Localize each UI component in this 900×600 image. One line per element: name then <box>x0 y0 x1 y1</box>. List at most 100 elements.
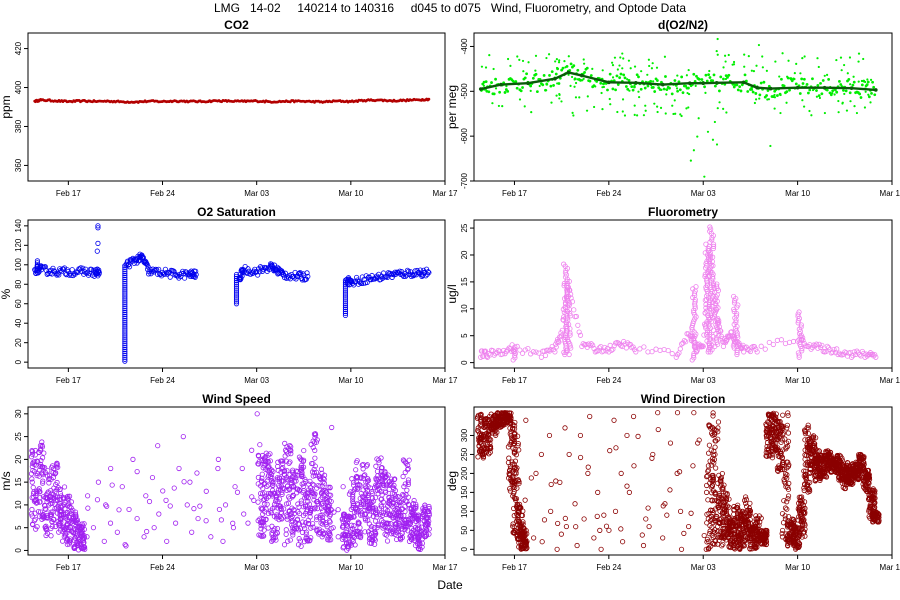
data-point <box>497 104 501 108</box>
data-point <box>54 272 60 278</box>
data-point <box>685 74 688 77</box>
data-point <box>758 93 762 97</box>
data-point <box>305 498 311 505</box>
data-point <box>122 329 128 335</box>
data-point <box>638 95 641 99</box>
data-point <box>732 83 736 86</box>
data-point <box>616 110 619 114</box>
data-point <box>639 87 643 91</box>
data-point <box>522 70 525 73</box>
data-point <box>549 84 553 88</box>
y-tick-label: -600 <box>460 128 469 145</box>
data-point <box>525 72 528 76</box>
data-point <box>790 78 793 81</box>
data-point <box>299 481 305 487</box>
data-point <box>669 351 675 357</box>
data-point <box>481 417 488 423</box>
data-point <box>514 80 518 83</box>
data-point <box>360 466 366 472</box>
data-point <box>76 537 82 543</box>
data-point <box>373 482 379 488</box>
data-point <box>373 475 379 481</box>
data-point <box>299 470 305 476</box>
data-point <box>126 506 132 513</box>
data-point <box>514 511 520 517</box>
data-point <box>475 454 481 460</box>
data-point <box>535 90 539 94</box>
data-point <box>401 273 407 279</box>
x-tick-label: Mar 03 <box>244 189 269 198</box>
data-point <box>569 84 572 87</box>
data-point <box>239 465 245 472</box>
data-point <box>407 521 413 527</box>
data-point <box>122 315 128 321</box>
data-point <box>754 349 760 355</box>
data-point <box>765 94 768 97</box>
data-point <box>681 91 685 95</box>
data-point <box>827 77 831 81</box>
data-point <box>518 58 521 61</box>
data-point <box>390 499 396 505</box>
data-point <box>82 544 88 550</box>
data-point <box>779 534 786 540</box>
data-point <box>625 340 631 346</box>
data-point <box>608 347 615 353</box>
data-point <box>192 274 198 280</box>
data-point <box>807 91 810 95</box>
data-point <box>848 91 852 95</box>
data-point <box>798 92 802 95</box>
data-point <box>366 521 372 527</box>
data-point <box>301 447 307 454</box>
data-point <box>55 271 61 277</box>
data-point <box>122 270 128 277</box>
data-point <box>233 271 240 278</box>
data-point <box>276 502 282 508</box>
data-point <box>706 130 710 133</box>
data-point <box>576 68 580 72</box>
data-point <box>754 537 760 543</box>
plot-frame <box>473 32 893 182</box>
data-point <box>46 472 53 478</box>
data-point <box>273 537 279 543</box>
data-point <box>122 306 128 312</box>
data-point <box>260 532 266 539</box>
data-point <box>872 85 876 89</box>
data-point <box>233 285 240 291</box>
data-point <box>353 528 359 535</box>
data-point <box>292 471 298 478</box>
data-point <box>723 508 729 515</box>
data-point <box>233 289 240 295</box>
data-point <box>351 523 357 529</box>
data-point <box>233 281 240 287</box>
data-point <box>261 496 267 502</box>
data-point <box>340 524 346 530</box>
data-point <box>525 346 531 352</box>
data-point <box>651 86 655 89</box>
data-point <box>646 84 650 88</box>
data-point <box>34 266 41 272</box>
data-point <box>303 531 309 537</box>
data-point <box>391 477 397 483</box>
data-point <box>498 90 502 94</box>
data-point <box>342 312 349 319</box>
data-point <box>579 343 585 350</box>
data-point <box>405 494 411 500</box>
y-tick-label: -700 <box>460 172 469 189</box>
data-point <box>489 426 495 433</box>
data-point <box>49 463 56 469</box>
data-point <box>393 527 399 533</box>
data-point <box>372 541 378 547</box>
data-point <box>722 66 725 69</box>
data-point <box>621 110 624 113</box>
data-point <box>66 500 72 507</box>
data-point <box>704 73 708 77</box>
data-point <box>386 512 393 518</box>
data-point <box>550 101 553 104</box>
y-axis-label: per meg <box>445 85 459 129</box>
data-point <box>731 542 737 548</box>
data-point <box>309 505 315 511</box>
data-point <box>510 476 516 482</box>
data-point <box>710 413 716 419</box>
data-point <box>354 473 360 480</box>
data-point <box>479 348 485 354</box>
